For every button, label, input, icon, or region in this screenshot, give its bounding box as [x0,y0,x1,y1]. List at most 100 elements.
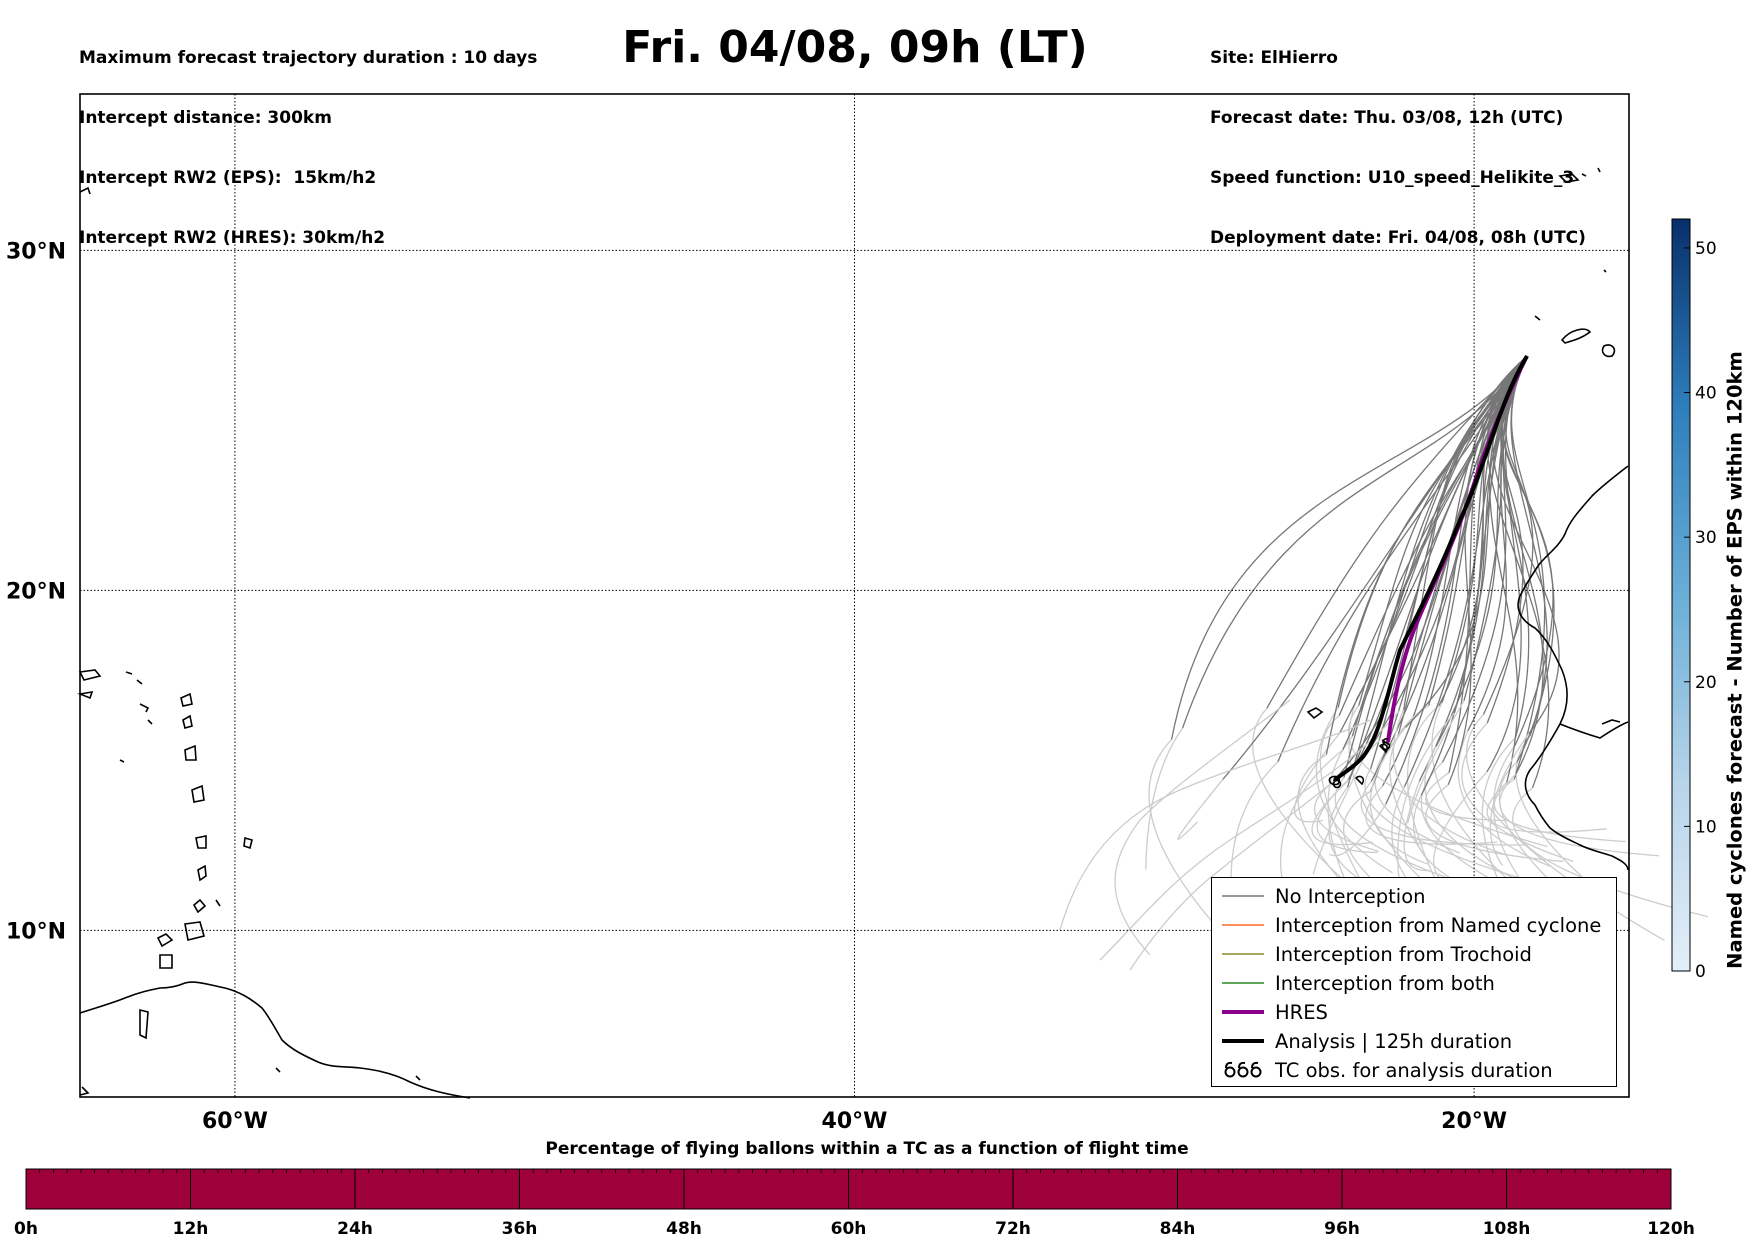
legend-item: Interception from both [1212,969,1616,998]
trajectory-line-late [1177,779,1224,840]
trajectory-line-late [1328,804,1387,857]
trajectory-line-late [1486,782,1607,833]
legend-line-both [1222,982,1264,984]
legend-label: Interception from Named cyclone [1275,914,1602,937]
trajectory-line-outlier [1114,699,1291,956]
colorbar-label: Named cyclones forecast - Number of EPS … [1723,351,1747,969]
legend: No Interception Interception from Named … [1211,877,1617,1087]
trajectory-line-late [1407,700,1465,824]
trajectory-line-late [1425,784,1564,863]
trajectory-line [1325,355,1528,755]
header-left-line: Intercept RW2 (EPS): 15km/h2 [79,168,377,188]
trajectory-line-late [1148,739,1231,943]
legend-item: TC obs. for analysis duration [1212,1056,1616,1085]
header-right-line: Forecast date: Thu. 03/08, 12h (UTC) [1210,108,1564,128]
trajectory-line-late [1461,722,1574,862]
trajectory-line-late [1397,712,1455,900]
island-puerto-rico [78,669,102,681]
legend-label: TC obs. for analysis duration [1275,1059,1553,1082]
flight-bar-tick-label: 12h [173,1219,209,1239]
legend-label: Analysis | 125h duration [1275,1030,1513,1053]
legend-item: Analysis | 125h duration [1212,1027,1616,1056]
flight-bar-tick-label: 108h [1483,1219,1531,1239]
legend-label: Interception from Trochoid [1275,943,1532,966]
island-trinidad [159,954,173,969]
trajectory-line-late [1489,733,1530,866]
lat-label: 30°N [6,239,66,264]
legend-line-named-cyclone [1222,924,1264,926]
colorbar-ticks: 0 10 20 30 40 50 [1684,239,1717,982]
header-right-line: Speed function: U10_speed_Helikite_3 [1210,168,1575,188]
flight-bar-tick-label: 48h [666,1219,702,1239]
coastline-south-america [79,981,471,1099]
colorbar [1671,218,1691,972]
legend-item: HRES [1212,998,1616,1027]
trajectory-line [1222,355,1528,780]
flight-bar-tick-label: 36h [502,1219,538,1239]
flight-bar-tick-label: 96h [1324,1219,1360,1239]
trajectory-line [1181,355,1528,729]
trajectory-line-late [1364,768,1520,879]
trajectory-line-late [1369,727,1428,865]
legend-item: Interception from Named cyclone [1212,911,1616,940]
colorbar-tick-label: 40 [1695,384,1717,404]
header-left: Maximum forecast trajectory duration : 1… [79,8,537,268]
lon-label: 40°W [822,1109,888,1134]
flight-bar-ticks: 0h 12h 24h 36h 48h 60h 72h 84h 96h 108h 120h [14,1169,1695,1239]
colorbar-tick-label: 50 [1695,239,1717,259]
lon-label: 20°W [1441,1109,1507,1134]
legend-item: Interception from Trochoid [1212,940,1616,969]
header-left-line: Intercept distance: 300km [79,108,332,128]
trajectory-line [1502,355,1544,775]
island-cape-verde [1306,707,1324,720]
colorbar-tick-label: 20 [1695,673,1717,693]
header-right-line: Deployment date: Fri. 04/08, 08h (UTC) [1210,228,1586,248]
cyclone-icon [1224,1061,1262,1078]
coastline-layer [77,167,1629,1099]
trajectory-line [1170,355,1528,740]
trajectory-line [1447,355,1528,786]
legend-label: HRES [1275,1001,1328,1024]
trajectory-layer [1059,354,1709,971]
legend-line-no-interception [1222,895,1264,897]
trajectory-line-late [1348,699,1421,879]
colorbar-tick-label: 30 [1695,528,1717,548]
flight-bar-title: Percentage of flying ballons within a TC… [545,1139,1189,1159]
legend-item: No Interception [1212,882,1616,911]
trajectory-line [1486,355,1550,789]
trajectory-line-late [1425,772,1509,822]
trajectory-line [1501,355,1554,746]
legend-line-hres [1222,1010,1264,1014]
trajectory-line-late [1315,707,1393,874]
coastline-africa [1517,465,1629,871]
trajectory-line-late [1311,779,1374,846]
trajectory-line-late [1403,781,1430,871]
legend-line-trochoid [1222,953,1264,955]
cyclone-obs-layer [1332,738,1391,789]
legend-label: No Interception [1275,885,1426,908]
page-title: Fri. 04/08, 09h (LT) [622,22,1088,73]
flight-bar-tick-label: 72h [995,1219,1031,1239]
trajectory-line-outlier [1059,719,1371,931]
trajectory-line [1492,355,1560,734]
trajectory-line-late [1512,787,1709,918]
analysis-trajectory [1333,354,1529,782]
trajectory-line-late [1360,780,1528,846]
trajectory-line-late [1499,773,1660,857]
trajectory-line-late [1365,785,1498,845]
header-left-line: Intercept RW2 (HRES): 30km/h2 [79,228,386,248]
colorbar-tick-label: 0 [1695,962,1706,982]
trajectory-line [1342,355,1528,751]
trajectory-line-late [1312,757,1365,875]
header-right: Site: ElHierro Forecast date: Thu. 03/08… [1210,8,1586,268]
flight-bar-tick-label: 24h [337,1219,373,1239]
island-lesser-antilles [192,898,207,914]
colorbar-tick-label: 10 [1695,817,1717,837]
grid-layer [80,94,1629,1097]
cyclone-icon [1381,738,1391,751]
island-margarita [184,921,205,941]
flight-bar-tick-label: 84h [1160,1219,1196,1239]
flight-bar-tick-label: 60h [831,1219,867,1239]
latitude-labels: 30°N 20°N 10°N [6,239,66,944]
